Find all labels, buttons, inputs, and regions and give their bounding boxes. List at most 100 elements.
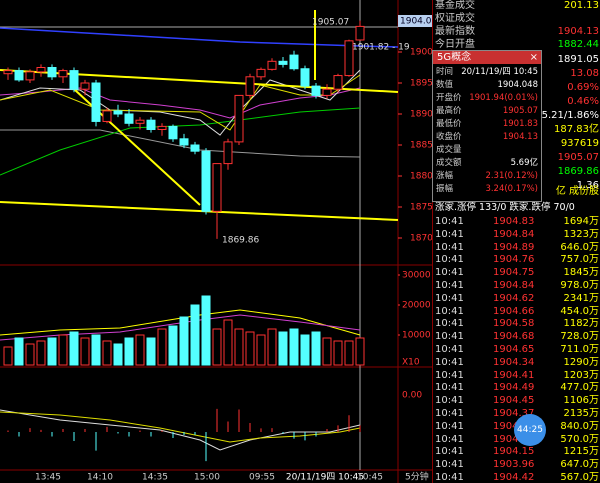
low-label: 1869.86	[222, 236, 259, 246]
quote-value: 937619	[560, 138, 599, 149]
popup-value: 1904.13	[502, 132, 538, 142]
tick-time: 10:41	[435, 292, 464, 304]
indicator-line	[0, 411, 361, 443]
tick-time: 10:41	[435, 446, 464, 458]
volume-bar	[300, 334, 310, 366]
candle-body	[157, 125, 167, 131]
tick-volume: 1845万	[563, 267, 599, 279]
candle-body	[344, 40, 354, 77]
popup-value: 1905.07	[502, 106, 538, 116]
tick-volume: 1203万	[563, 369, 599, 381]
tick-time: 10:41	[435, 382, 464, 394]
tick-price: 1904.15	[493, 446, 535, 458]
candle-body	[322, 88, 332, 96]
tick-volume: 570.0万	[560, 433, 599, 445]
volume-bar	[58, 334, 68, 366]
tick-volume: 1290万	[563, 356, 599, 368]
volume-bar	[69, 331, 79, 366]
close-button[interactable]: ×	[529, 52, 538, 63]
volume-bar	[355, 337, 365, 366]
period: 5分钟	[405, 471, 429, 483]
tick-time: 10:41	[435, 241, 464, 253]
volume-bar	[135, 334, 145, 366]
candle-body	[201, 150, 211, 212]
candle-body	[278, 60, 288, 65]
quote-label: 今日开盘	[435, 39, 475, 50]
volume-bar	[14, 337, 24, 366]
quote-label: 基金成交	[435, 0, 475, 11]
time-label: 10:45	[357, 473, 383, 483]
tick-time: 10:41	[435, 254, 464, 266]
tick-volume: 1106万	[563, 395, 599, 407]
candle-body	[102, 110, 112, 122]
price-tick-label: 1870	[410, 234, 432, 244]
candle-body	[311, 85, 321, 96]
tick-price: 1904.84	[493, 280, 535, 291]
tick-time: 10:41	[435, 216, 464, 227]
section-label: 亿 成份股	[555, 186, 599, 197]
tick-time: 10:41	[435, 369, 464, 381]
volume-bar	[3, 346, 13, 366]
tick-volume: 1215万	[563, 446, 599, 458]
tick-price: 1904.84	[493, 228, 535, 240]
candle-body	[190, 144, 200, 152]
volume-bar	[124, 337, 134, 366]
popup-label: 最低价	[436, 119, 462, 129]
tick-price: 1904.37	[493, 408, 535, 419]
tick-price: 1904.49	[493, 382, 535, 394]
tick-price: 1904.65	[493, 344, 535, 355]
volume-bar	[333, 340, 343, 366]
time-label: 09:55	[249, 473, 275, 483]
tick-time: 10:41	[435, 420, 464, 432]
volume-tick-label: 10000	[402, 331, 431, 341]
volume-bar	[190, 304, 200, 366]
tick-price: 1904.75	[493, 267, 535, 279]
tick-price: 1904.66	[493, 305, 535, 317]
tick-time: 10:41	[435, 280, 464, 291]
tick-time: 10:41	[435, 459, 464, 471]
candle-body	[36, 67, 46, 73]
candle-body	[135, 119, 145, 124]
price-tick-label: 1885	[410, 141, 432, 151]
volume-bar	[245, 331, 255, 366]
quote-value: 201.13	[564, 0, 599, 11]
volume-bar	[36, 340, 46, 366]
popup-label: 最高价	[436, 106, 462, 116]
tick-price: 1904.83	[493, 216, 535, 227]
quote-value: 1891.05	[557, 54, 599, 65]
volume-tick-label: 30000	[402, 271, 431, 281]
tick-volume: 1182万	[563, 318, 599, 330]
time-label: 15:00	[194, 473, 220, 483]
popup-label: 涨幅	[436, 171, 454, 181]
volume-bar	[234, 328, 244, 366]
price-tick-label: 1875	[410, 203, 432, 213]
popup-label: 收盘价	[436, 132, 462, 142]
timer[interactable]: 44:25	[514, 414, 546, 446]
tick-volume: 647.0万	[560, 459, 599, 471]
quote-value: 1.36	[576, 180, 599, 191]
candle-body	[25, 71, 35, 81]
time-label: 14:10	[87, 473, 113, 483]
candle-body	[245, 76, 255, 96]
popup-value: 3.24(0.17%)	[485, 184, 538, 194]
popup-value: 1901.94(0.01%)	[469, 93, 538, 103]
popup-value: 20/11/19/四 10:45	[461, 67, 538, 77]
volume-bar	[256, 334, 266, 366]
tick-volume: 711.0万	[560, 344, 599, 355]
candle-body	[58, 70, 68, 78]
popup-value: 2.31(0.12%)	[485, 171, 538, 181]
tick-volume: 840.0万	[560, 420, 599, 432]
quote-value: 1904.13	[557, 26, 599, 37]
volume-bar	[223, 319, 233, 366]
tick-time: 10:41	[435, 305, 464, 317]
tick-price: 1904.40	[493, 421, 534, 433]
volume-bar	[179, 316, 189, 366]
tick-volume: 728.0万	[560, 331, 599, 343]
candle-body	[91, 82, 101, 122]
popup-value: 5.69亿	[510, 158, 538, 168]
tick-price: 1904.41	[493, 369, 535, 381]
tick-volume: 567.0万	[560, 472, 599, 483]
quote-value: 35.21/1.86%	[535, 110, 599, 121]
popup-title: 5G概念	[433, 51, 541, 64]
popup-value: 1901.83	[502, 119, 538, 129]
